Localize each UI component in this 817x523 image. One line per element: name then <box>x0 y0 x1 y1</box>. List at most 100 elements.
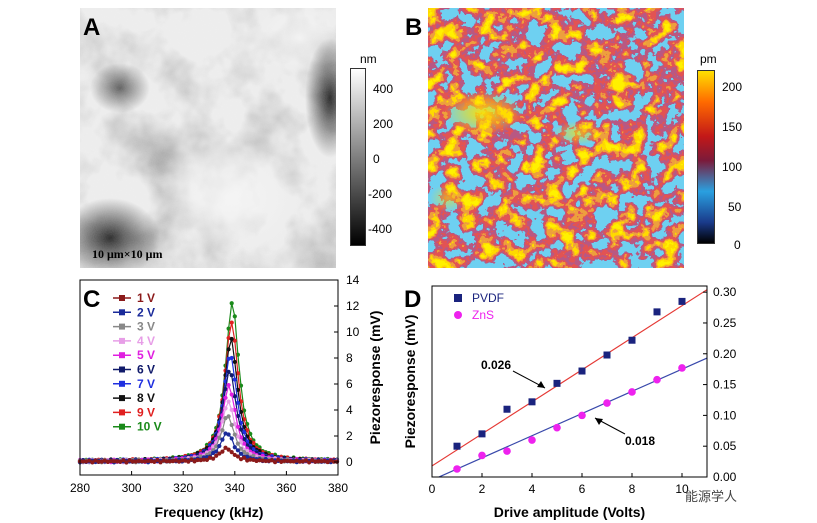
slope-label-pvdf: 0.026 <box>481 358 511 372</box>
data-point <box>204 457 210 463</box>
legend-label: 5 V <box>137 348 155 362</box>
data-point <box>478 430 486 438</box>
data-point <box>235 454 240 459</box>
data-point <box>528 436 536 444</box>
fit-line-zns <box>437 357 707 477</box>
legend-marker <box>119 423 125 430</box>
colorbar-a-tick: 400 <box>373 82 394 96</box>
x-tick-label: 380 <box>328 481 348 495</box>
legend-marker <box>119 323 125 330</box>
y-tick-label: 0.10 <box>713 408 737 422</box>
x-tick-label: 360 <box>276 481 296 495</box>
data-point <box>226 369 231 374</box>
colorbar-b-unit: pm <box>700 52 717 66</box>
x-tick-label: 10 <box>675 482 689 496</box>
legend-marker <box>119 352 125 359</box>
data-point <box>108 458 114 464</box>
legend-label: ZnS <box>472 308 494 322</box>
legend-item: 3 V <box>113 320 155 334</box>
data-point <box>232 377 237 382</box>
legend-marker <box>119 380 125 387</box>
plot-frame <box>431 285 708 478</box>
legend-item: 7 V <box>113 377 155 391</box>
y-axis-label: Piezoresponse (mV) <box>367 311 383 445</box>
x-tick-label: 4 <box>529 482 536 496</box>
data-point <box>195 457 200 463</box>
watermark: 能源学人 <box>684 490 737 505</box>
data-point <box>118 459 123 464</box>
x-axis-label: Drive amplitude (Volts) <box>494 504 645 520</box>
data-point <box>528 398 536 406</box>
data-point <box>235 371 240 376</box>
data-point <box>553 423 561 432</box>
y-tick-label: 0.25 <box>713 316 737 330</box>
legend-marker <box>119 409 125 416</box>
y-tick-label: 2 <box>346 429 353 443</box>
data-point <box>220 419 225 424</box>
data-point <box>229 336 234 342</box>
data-point <box>272 460 278 465</box>
arrow-head <box>537 381 545 388</box>
panel-label-c: C <box>83 286 101 313</box>
data-point <box>130 459 135 464</box>
data-point <box>80 459 86 464</box>
slope-label-zns: 0.018 <box>625 434 655 448</box>
data-point <box>211 456 216 461</box>
panel-label-d: D <box>404 286 422 313</box>
data-point <box>180 458 185 463</box>
data-point <box>226 382 231 388</box>
y-tick-label: 0.00 <box>713 470 737 484</box>
data-point <box>232 445 237 450</box>
colorbar-b-tick: 200 <box>722 80 743 94</box>
data-point <box>238 451 244 456</box>
chart-c: 280 300 320 340 360 380 0 2 4 6 8 10 12 14 Frequency (… <box>70 273 383 520</box>
data-point <box>217 451 222 456</box>
data-point <box>217 435 222 440</box>
y-tick-label: 0.15 <box>713 378 737 392</box>
data-point <box>223 445 228 450</box>
data-point <box>232 407 237 413</box>
data-point <box>226 447 231 452</box>
data-point <box>139 459 145 464</box>
data-point <box>226 414 231 419</box>
data-point <box>235 434 240 439</box>
series-9v <box>77 320 340 465</box>
colorbar-b-tick: 0 <box>734 238 741 252</box>
data-point <box>238 427 244 432</box>
data-point <box>553 379 561 387</box>
panel-label-a: A <box>83 14 101 41</box>
data-point <box>235 400 240 405</box>
data-point <box>241 436 247 442</box>
data-point <box>223 395 228 400</box>
colorbar-b-tick: 50 <box>728 200 742 214</box>
data-point <box>263 458 268 464</box>
y-tick-label: 0 <box>346 455 353 469</box>
x-tick-label: 8 <box>629 482 636 496</box>
legend-item: 2 V <box>113 305 155 319</box>
legend-label: 3 V <box>137 320 155 334</box>
x-tick-label: 6 <box>579 482 586 496</box>
data-point <box>164 459 169 464</box>
data-point <box>152 459 157 465</box>
data-point <box>319 459 324 464</box>
y-tick-label: 0.05 <box>713 439 737 453</box>
legend-marker <box>119 395 125 402</box>
data-point <box>245 428 250 433</box>
y-tick-label: 12 <box>346 299 360 313</box>
y-tick-label: 0.20 <box>713 347 737 361</box>
data-point <box>232 452 237 458</box>
series-line <box>79 322 338 463</box>
legend-label: 7 V <box>137 377 155 391</box>
x-tick-label: 300 <box>122 481 142 495</box>
legend-label: 2 V <box>137 305 155 319</box>
data-point <box>226 432 231 437</box>
data-point <box>115 459 120 464</box>
data-point <box>603 399 611 407</box>
data-point <box>235 424 240 429</box>
legend-item: 5 V <box>113 348 155 362</box>
data-point <box>503 405 511 413</box>
data-point <box>220 449 225 454</box>
data-point <box>223 406 228 411</box>
colorbar-a-tick: -400 <box>368 222 393 236</box>
x-tick-label: 320 <box>173 481 193 495</box>
